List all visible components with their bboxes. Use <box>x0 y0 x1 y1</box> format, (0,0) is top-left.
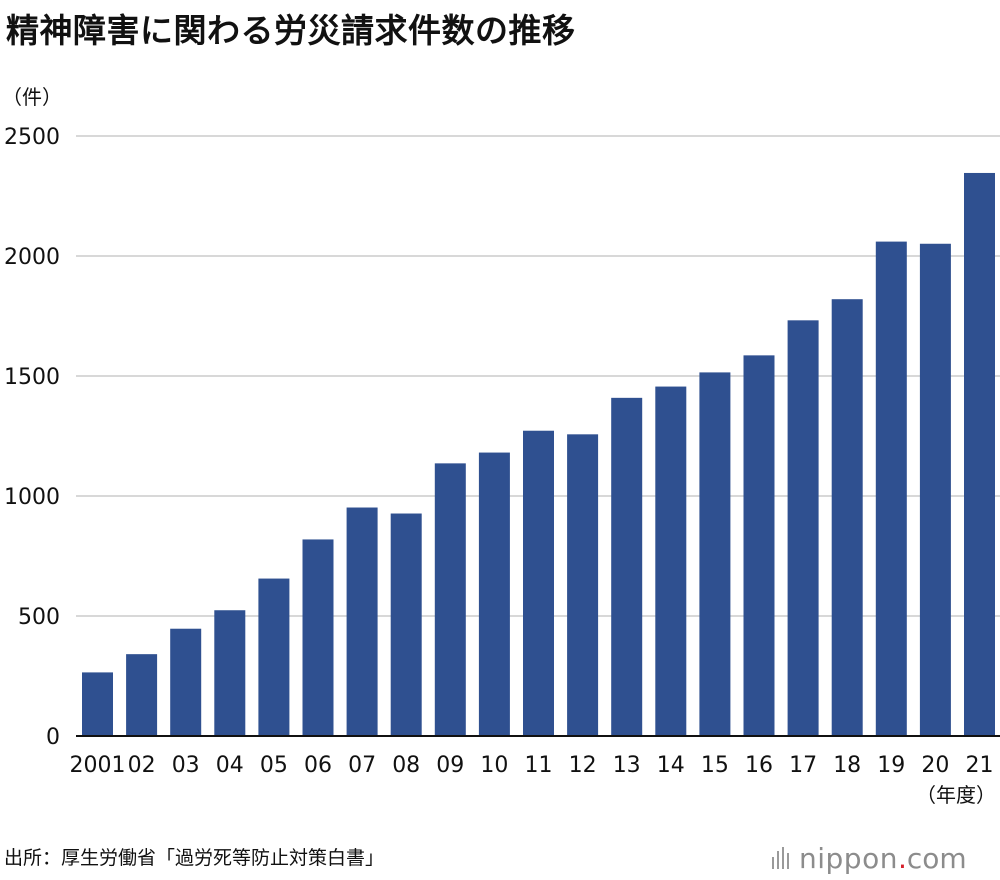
bar <box>743 355 775 736</box>
logo-bars-icon <box>772 847 789 869</box>
x-tick-label: 09 <box>436 753 464 778</box>
x-tick-label: 15 <box>701 753 729 778</box>
x-tick-label: 2001 <box>70 753 126 778</box>
y-axis-unit-label: （件） <box>2 85 62 109</box>
y-tick-label: 2500 <box>4 125 60 150</box>
logo-tld: com <box>906 841 967 875</box>
x-tick-label: 14 <box>657 753 685 778</box>
bar <box>346 507 378 736</box>
bar <box>390 513 422 736</box>
bar <box>170 628 202 736</box>
x-tick-label: 03 <box>172 753 200 778</box>
bar <box>964 172 995 736</box>
bar <box>875 241 907 736</box>
chart-title: 精神障害に関わる労災請求件数の推移 <box>6 11 576 50</box>
y-tick-label: 500 <box>18 605 60 630</box>
y-tick-label: 2000 <box>4 245 60 270</box>
x-tick-label: 20 <box>921 753 949 778</box>
bar <box>611 397 643 736</box>
source-note: 出所：厚生労働省「過労死等防止対策白書」 <box>4 847 385 869</box>
bar <box>699 372 731 736</box>
y-tick-label: 1000 <box>4 485 60 510</box>
x-tick-label: 07 <box>348 753 376 778</box>
x-tick-label: 21 <box>966 753 994 778</box>
x-tick-label: 10 <box>480 753 508 778</box>
x-tick-label: 08 <box>392 753 420 778</box>
x-tick-label: 13 <box>613 753 641 778</box>
y-tick-label: 0 <box>46 725 60 750</box>
bar <box>523 430 554 736</box>
nippon-logo: nippon. com <box>772 840 967 876</box>
bar <box>434 463 466 736</box>
x-tick-label: 19 <box>877 753 905 778</box>
logo-name: nippon <box>799 841 898 875</box>
y-tick-label: 1500 <box>4 365 60 390</box>
x-tick-label: 04 <box>216 753 244 778</box>
bar <box>787 320 819 736</box>
x-tick-label: 18 <box>833 753 861 778</box>
x-tick-label: 16 <box>745 753 773 778</box>
bar <box>302 539 334 736</box>
bar <box>655 386 687 736</box>
bar-chart: 0 500 1000 1500 2000 2500 2001 02 03 04 05 06 07 08 09… <box>2 85 1000 807</box>
bar <box>126 654 158 736</box>
bar <box>258 578 290 736</box>
x-tick-label: 12 <box>569 753 597 778</box>
bar <box>567 434 599 736</box>
bars <box>82 172 995 736</box>
bar <box>478 452 510 736</box>
x-tick-label: 17 <box>789 753 817 778</box>
bar <box>831 299 863 736</box>
x-tick-label: 06 <box>304 753 332 778</box>
bar <box>919 243 951 736</box>
bar <box>214 610 246 736</box>
x-tick-label: 11 <box>525 753 553 778</box>
x-axis-unit-label: （年度） <box>916 783 996 807</box>
logo-dot: . <box>897 841 907 875</box>
x-tick-label: 02 <box>128 753 156 778</box>
axes: 0 500 1000 1500 2000 2500 2001 02 03 04 05 06 07 08 09… <box>4 125 1000 778</box>
bar <box>82 672 113 736</box>
x-tick-label: 05 <box>260 753 288 778</box>
